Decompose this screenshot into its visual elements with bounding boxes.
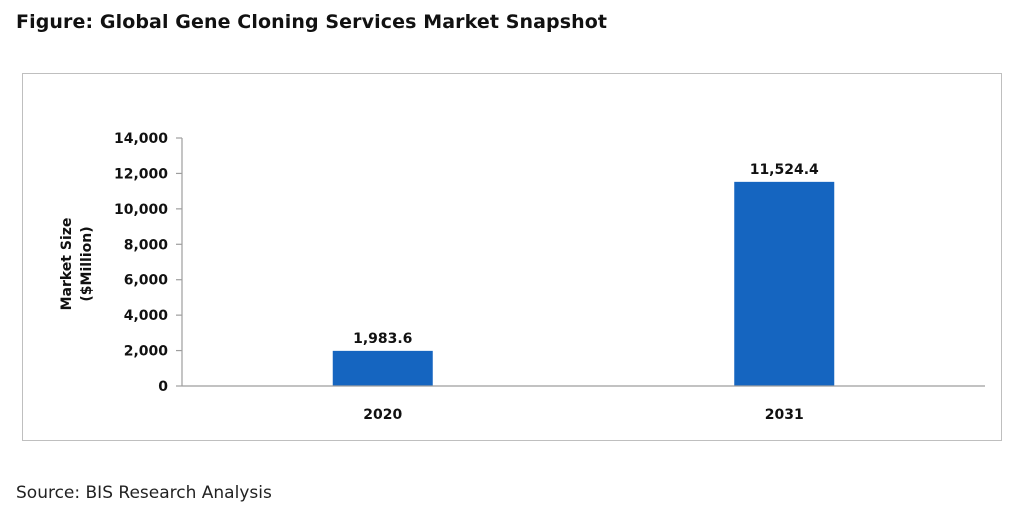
y-axis-title-line: Market Size <box>59 218 75 311</box>
bars: 1,983.6 11,524.4 <box>332 162 835 386</box>
bar-2031 <box>734 181 835 386</box>
bar-chart: Market Size ($Million) 0 2,000 4,000 6,000 8,… <box>59 131 985 423</box>
y-tick-label: 0 <box>158 379 168 395</box>
figure-title: Figure: Global Gene Cloning Services Mar… <box>16 11 608 33</box>
bar-2020 <box>332 350 433 386</box>
y-tick-label: 12,000 <box>114 166 168 182</box>
y-tick-label: 4,000 <box>124 308 169 324</box>
source-note: Source: BIS Research Analysis <box>16 483 272 503</box>
y-tick-label: 2,000 <box>124 344 169 360</box>
y-axis-ticks: 0 2,000 4,000 6,000 8,000 10,000 12,000 14,000 <box>114 131 182 395</box>
y-tick-label: 8,000 <box>124 237 169 253</box>
chart-frame: Market Size ($Million) 0 2,000 4,000 6,000 8,… <box>22 73 1002 441</box>
y-tick-label: 14,000 <box>114 131 168 147</box>
y-axis-title: Market Size ($Million) <box>59 218 95 311</box>
data-label-2031: 11,524.4 <box>750 162 819 178</box>
y-axis-title-line: ($Million) <box>79 226 95 301</box>
y-tick-label: 6,000 <box>124 273 169 289</box>
x-axis-ticks: 2020 2031 <box>363 407 803 423</box>
x-tick-label: 2031 <box>765 407 804 423</box>
y-tick-label: 10,000 <box>114 202 168 218</box>
data-label-2020: 1,983.6 <box>353 331 412 347</box>
x-tick-label: 2020 <box>363 407 402 423</box>
